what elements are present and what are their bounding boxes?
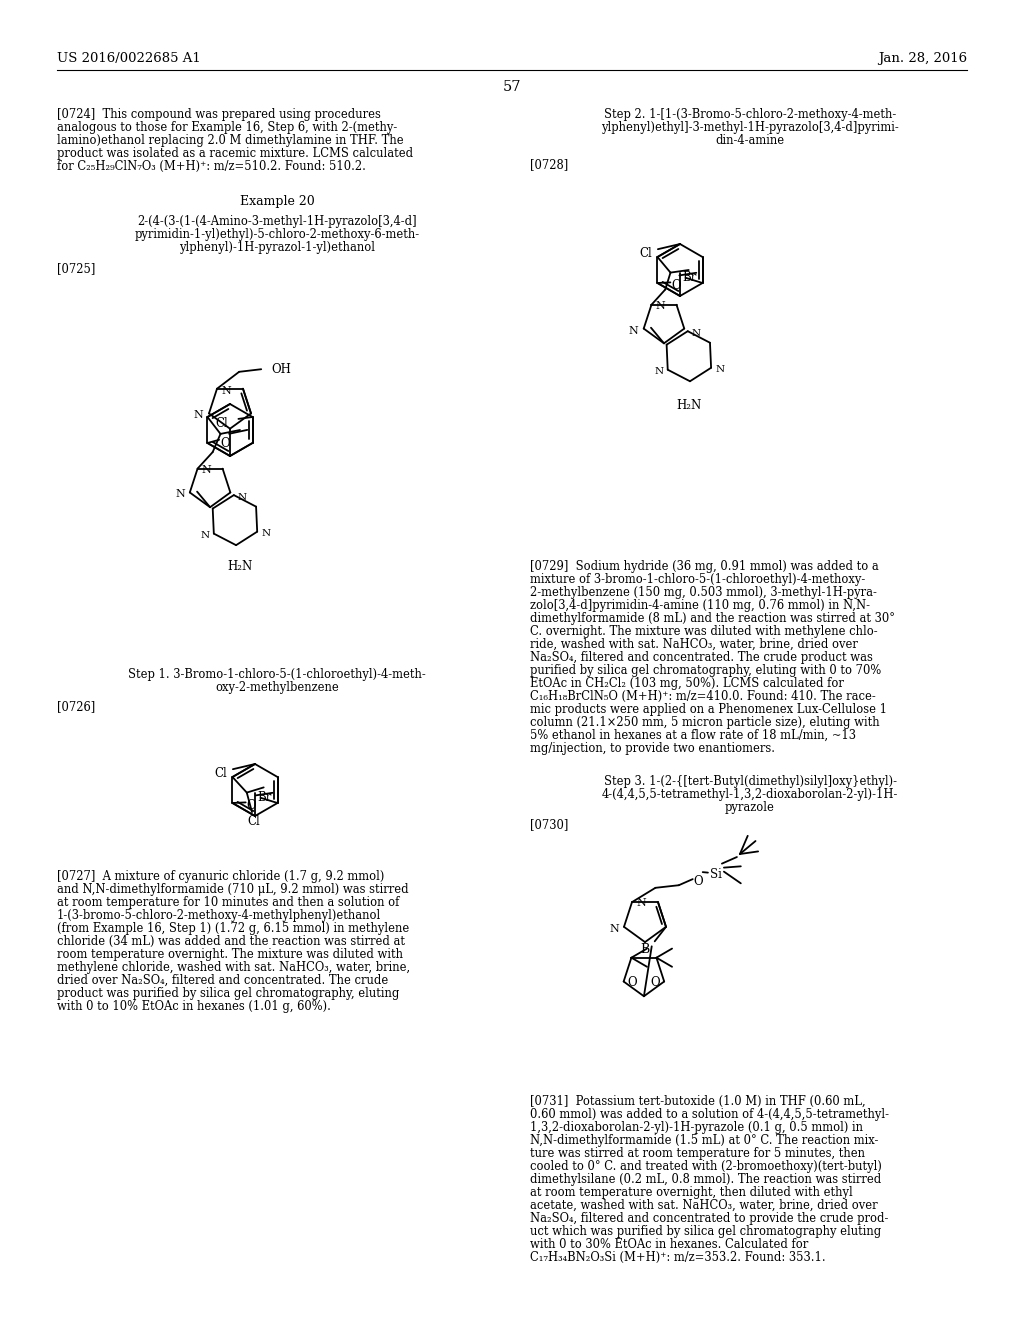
Text: lamino)ethanol replacing 2.0 M dimethylamine in THF. The: lamino)ethanol replacing 2.0 M dimethyla… [57, 135, 403, 147]
Text: H₂N: H₂N [676, 399, 701, 412]
Text: N: N [655, 301, 666, 310]
Text: Cl: Cl [639, 247, 652, 260]
Text: 1,3,2-dioxaborolan-2-yl)-1H-pyrazole (0.1 g, 0.5 mmol) in: 1,3,2-dioxaborolan-2-yl)-1H-pyrazole (0.… [530, 1121, 863, 1134]
Text: ylphenyl)ethyl]-3-methyl-1H-pyrazolo[3,4-d]pyrimi-: ylphenyl)ethyl]-3-methyl-1H-pyrazolo[3,4… [601, 121, 899, 135]
Text: N: N [261, 529, 270, 539]
Text: zolo[3,4-d]pyrimidin-4-amine (110 mg, 0.76 mmol) in N,N-: zolo[3,4-d]pyrimidin-4-amine (110 mg, 0.… [530, 599, 870, 612]
Text: N: N [202, 465, 211, 475]
Text: Br: Br [682, 271, 696, 284]
Text: and N,N-dimethylformamide (710 μL, 9.2 mmol) was stirred: and N,N-dimethylformamide (710 μL, 9.2 m… [57, 883, 409, 896]
Text: 0.60 mmol) was added to a solution of 4-(4,4,5,5-tetramethyl-: 0.60 mmol) was added to a solution of 4-… [530, 1107, 889, 1121]
Text: C₁₆H₁₈BrClN₅O (M+H)⁺: m/z=410.0. Found: 410. The race-: C₁₆H₁₈BrClN₅O (M+H)⁺: m/z=410.0. Found: … [530, 690, 876, 704]
Text: Na₂SO₄, filtered and concentrated. The crude product was: Na₂SO₄, filtered and concentrated. The c… [530, 651, 872, 664]
Text: N: N [692, 329, 700, 338]
Text: Cl: Cl [248, 814, 260, 828]
Text: for C₂₅H₂₉ClN₇O₃ (M+H)⁺: m/z=510.2. Found: 510.2.: for C₂₅H₂₉ClN₇O₃ (M+H)⁺: m/z=510.2. Foun… [57, 160, 366, 173]
Text: N: N [629, 326, 639, 335]
Text: at room temperature overnight, then diluted with ethyl: at room temperature overnight, then dilu… [530, 1185, 853, 1199]
Text: with 0 to 30% EtOAc in hexanes. Calculated for: with 0 to 30% EtOAc in hexanes. Calculat… [530, 1238, 808, 1251]
Text: column (21.1×250 mm, 5 micron particle size), eluting with: column (21.1×250 mm, 5 micron particle s… [530, 715, 880, 729]
Text: Br: Br [257, 791, 271, 804]
Text: OH: OH [271, 363, 291, 376]
Text: pyrazole: pyrazole [725, 801, 775, 814]
Text: Si: Si [710, 867, 722, 880]
Text: room temperature overnight. The mixture was diluted with: room temperature overnight. The mixture … [57, 948, 403, 961]
Text: [0725]: [0725] [57, 261, 95, 275]
Text: C₁₇H₃₄BN₂O₃Si (M+H)⁺: m/z=353.2. Found: 353.1.: C₁₇H₃₄BN₂O₃Si (M+H)⁺: m/z=353.2. Found: … [530, 1251, 825, 1265]
Text: N: N [221, 385, 230, 396]
Text: mixture of 3-bromo-1-chloro-5-(1-chloroethyl)-4-methoxy-: mixture of 3-bromo-1-chloro-5-(1-chloroe… [530, 573, 865, 586]
Text: O: O [247, 800, 256, 812]
Text: cooled to 0° C. and treated with (2-bromoethoxy)(tert-butyl): cooled to 0° C. and treated with (2-brom… [530, 1160, 882, 1173]
Text: Na₂SO₄, filtered and concentrated to provide the crude prod-: Na₂SO₄, filtered and concentrated to pro… [530, 1212, 889, 1225]
Text: [0728]: [0728] [530, 158, 568, 172]
Text: N: N [654, 367, 664, 376]
Text: [0727]  A mixture of cyanuric chloride (1.7 g, 9.2 mmol): [0727] A mixture of cyanuric chloride (1… [57, 870, 384, 883]
Text: [0731]  Potassium tert-butoxide (1.0 M) in THF (0.60 mL,: [0731] Potassium tert-butoxide (1.0 M) i… [530, 1096, 865, 1107]
Text: mg/injection, to provide two enantiomers.: mg/injection, to provide two enantiomers… [530, 742, 775, 755]
Text: uct which was purified by silica gel chromatography eluting: uct which was purified by silica gel chr… [530, 1225, 882, 1238]
Text: Example 20: Example 20 [240, 195, 314, 209]
Text: 57: 57 [503, 81, 521, 94]
Text: O: O [650, 975, 660, 989]
Text: purified by silica gel chromatography, eluting with 0 to 70%: purified by silica gel chromatography, e… [530, 664, 882, 677]
Text: O: O [672, 280, 681, 293]
Text: din-4-amine: din-4-amine [716, 135, 784, 147]
Text: Step 3. 1-(2-{[tert-Butyl(dimethyl)silyl]oxy}ethyl)-: Step 3. 1-(2-{[tert-Butyl(dimethyl)silyl… [603, 775, 896, 788]
Text: mic products were applied on a Phenomenex Lux-Cellulose 1: mic products were applied on a Phenomene… [530, 704, 887, 715]
Text: Cl: Cl [216, 417, 228, 430]
Text: Jan. 28, 2016: Jan. 28, 2016 [878, 51, 967, 65]
Text: [0724]  This compound was prepared using procedures: [0724] This compound was prepared using … [57, 108, 381, 121]
Text: N,N-dimethylformamide (1.5 mL) at 0° C. The reaction mix-: N,N-dimethylformamide (1.5 mL) at 0° C. … [530, 1134, 879, 1147]
Text: N: N [194, 411, 203, 421]
Text: 5% ethanol in hexanes at a flow rate of 18 mL/min, ~13: 5% ethanol in hexanes at a flow rate of … [530, 729, 856, 742]
Text: ylphenyl)-1H-pyrazol-1-yl)ethanol: ylphenyl)-1H-pyrazol-1-yl)ethanol [179, 242, 375, 253]
Text: C. overnight. The mixture was diluted with methylene chlo-: C. overnight. The mixture was diluted wi… [530, 624, 878, 638]
Text: acetate, washed with sat. NaHCO₃, water, brine, dried over: acetate, washed with sat. NaHCO₃, water,… [530, 1199, 878, 1212]
Text: Step 2. 1-[1-(3-Bromo-5-chloro-2-methoxy-4-meth-: Step 2. 1-[1-(3-Bromo-5-chloro-2-methoxy… [604, 108, 896, 121]
Text: ture was stirred at room temperature for 5 minutes, then: ture was stirred at room temperature for… [530, 1147, 865, 1160]
Text: N: N [175, 490, 184, 499]
Text: ride, washed with sat. NaHCO₃, water, brine, dried over: ride, washed with sat. NaHCO₃, water, br… [530, 638, 858, 651]
Text: [0729]  Sodium hydride (36 mg, 0.91 mmol) was added to a: [0729] Sodium hydride (36 mg, 0.91 mmol)… [530, 560, 879, 573]
Text: dried over Na₂SO₄, filtered and concentrated. The crude: dried over Na₂SO₄, filtered and concentr… [57, 974, 388, 987]
Text: N: N [636, 898, 646, 908]
Text: O: O [628, 975, 637, 989]
Text: O: O [220, 437, 229, 450]
Text: EtOAc in CH₂Cl₂ (103 mg, 50%). LCMS calculated for: EtOAc in CH₂Cl₂ (103 mg, 50%). LCMS calc… [530, 677, 844, 690]
Text: Cl: Cl [214, 767, 227, 780]
Text: methylene chloride, washed with sat. NaHCO₃, water, brine,: methylene chloride, washed with sat. NaH… [57, 961, 411, 974]
Text: pyrimidin-1-yl)ethyl)-5-chloro-2-methoxy-6-meth-: pyrimidin-1-yl)ethyl)-5-chloro-2-methoxy… [134, 228, 420, 242]
Text: oxy-2-methylbenzene: oxy-2-methylbenzene [215, 681, 339, 694]
Text: [0730]: [0730] [530, 818, 568, 832]
Text: N: N [201, 531, 210, 540]
Text: (from Example 16, Step 1) (1.72 g, 6.15 mmol) in methylene: (from Example 16, Step 1) (1.72 g, 6.15 … [57, 921, 410, 935]
Text: dimethylsilane (0.2 mL, 0.8 mmol). The reaction was stirred: dimethylsilane (0.2 mL, 0.8 mmol). The r… [530, 1173, 882, 1185]
Text: chloride (34 mL) was added and the reaction was stirred at: chloride (34 mL) was added and the react… [57, 935, 406, 948]
Text: O: O [693, 875, 703, 888]
Text: analogous to those for Example 16, Step 6, with 2-(methy-: analogous to those for Example 16, Step … [57, 121, 397, 135]
Text: with 0 to 10% EtOAc in hexanes (1.01 g, 60%).: with 0 to 10% EtOAc in hexanes (1.01 g, … [57, 1001, 331, 1012]
Text: N: N [715, 366, 724, 375]
Text: N: N [238, 492, 247, 502]
Text: dimethylformamide (8 mL) and the reaction was stirred at 30°: dimethylformamide (8 mL) and the reactio… [530, 612, 895, 624]
Text: product was purified by silica gel chromatography, eluting: product was purified by silica gel chrom… [57, 987, 399, 1001]
Text: 1-(3-bromo-5-chloro-2-methoxy-4-methylphenyl)ethanol: 1-(3-bromo-5-chloro-2-methoxy-4-methylph… [57, 909, 381, 921]
Text: Step 1. 3-Bromo-1-chloro-5-(1-chloroethyl)-4-meth-: Step 1. 3-Bromo-1-chloro-5-(1-chloroethy… [128, 668, 426, 681]
Text: US 2016/0022685 A1: US 2016/0022685 A1 [57, 51, 201, 65]
Text: at room temperature for 10 minutes and then a solution of: at room temperature for 10 minutes and t… [57, 896, 399, 909]
Text: [0726]: [0726] [57, 700, 95, 713]
Text: 2-methylbenzene (150 mg, 0.503 mmol), 3-methyl-1H-pyra-: 2-methylbenzene (150 mg, 0.503 mmol), 3-… [530, 586, 877, 599]
Text: 4-(4,4,5,5-tetramethyl-1,3,2-dioxaborolan-2-yl)-1H-: 4-(4,4,5,5-tetramethyl-1,3,2-dioxaborola… [602, 788, 898, 801]
Text: B: B [640, 944, 649, 956]
Text: N: N [609, 924, 618, 933]
Text: H₂N: H₂N [227, 560, 252, 573]
Text: 2-(4-(3-(1-(4-Amino-3-methyl-1H-pyrazolo[3,4-d]: 2-(4-(3-(1-(4-Amino-3-methyl-1H-pyrazolo… [137, 215, 417, 228]
Text: product was isolated as a racemic mixture. LCMS calculated: product was isolated as a racemic mixtur… [57, 147, 413, 160]
